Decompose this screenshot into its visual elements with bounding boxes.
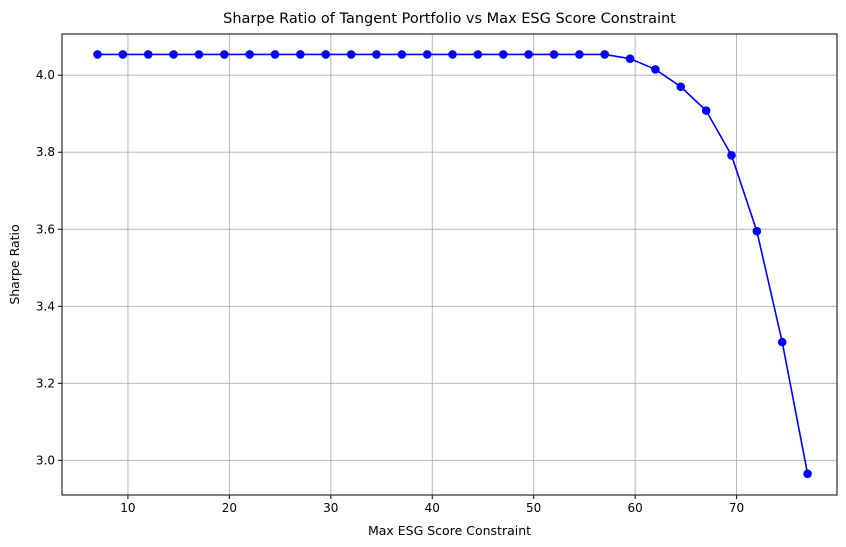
data-point xyxy=(321,50,331,59)
data-point xyxy=(194,50,204,59)
data-point xyxy=(803,469,812,479)
grid xyxy=(62,34,837,495)
axis-ticks: 10 20 30 40 50 60 70 3.0 3.2 3.4 3.6 3.8 4.0 xyxy=(36,68,744,515)
data-point xyxy=(701,106,711,115)
data-point xyxy=(676,82,686,92)
data-point xyxy=(220,50,229,59)
data-point xyxy=(651,65,660,74)
series-line xyxy=(97,53,809,474)
data-point xyxy=(397,50,407,59)
data-point xyxy=(422,50,432,59)
data-point xyxy=(143,50,153,59)
x-tick-label: 70 xyxy=(729,501,744,515)
x-tick-label: 60 xyxy=(627,501,642,515)
data-point xyxy=(727,151,736,160)
data-point xyxy=(346,50,356,59)
x-tick-label: 50 xyxy=(526,501,541,515)
x-axis-label: Max ESG Score Constraint xyxy=(368,523,531,538)
data-point xyxy=(169,50,178,59)
y-tick-label: 3.8 xyxy=(36,145,55,159)
data-point xyxy=(524,50,533,59)
y-tick-label: 3.0 xyxy=(36,453,55,467)
data-point xyxy=(473,50,483,59)
data-point xyxy=(549,50,559,59)
x-tick-label: 10 xyxy=(120,501,135,515)
y-tick-label: 3.2 xyxy=(36,376,55,390)
x-tick-label: 20 xyxy=(222,501,237,515)
data-point xyxy=(296,50,305,59)
data-point xyxy=(118,50,128,59)
x-tick-label: 30 xyxy=(323,501,338,515)
data-point xyxy=(372,50,381,59)
data-point xyxy=(777,337,787,347)
x-tick-label: 40 xyxy=(425,501,440,515)
data-point xyxy=(600,50,610,59)
y-tick-label: 3.4 xyxy=(36,299,55,313)
data-point xyxy=(625,54,635,63)
data-point xyxy=(245,50,254,59)
data-point xyxy=(270,50,280,59)
plot-area-frame xyxy=(61,33,838,496)
data-point xyxy=(498,50,508,59)
y-tick-label: 3.6 xyxy=(36,222,55,236)
data-point xyxy=(448,50,457,59)
y-axis-label: Sharpe Ratio xyxy=(7,224,22,304)
data-point xyxy=(752,226,762,236)
chart-title: Sharpe Ratio of Tangent Portfolio vs Max… xyxy=(223,11,676,27)
y-tick-label: 4.0 xyxy=(36,68,55,82)
data-point xyxy=(575,50,584,59)
series-layer xyxy=(93,50,812,479)
data-point xyxy=(93,50,102,59)
